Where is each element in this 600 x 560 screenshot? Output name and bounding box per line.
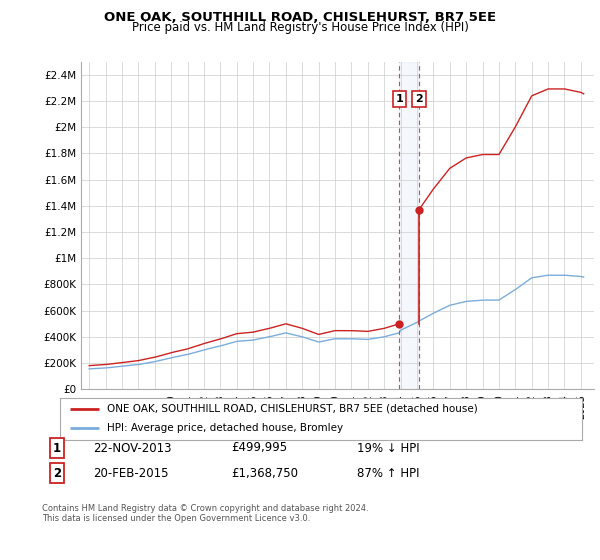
Text: Price paid vs. HM Land Registry's House Price Index (HPI): Price paid vs. HM Land Registry's House … xyxy=(131,21,469,34)
Text: HPI: Average price, detached house, Bromley: HPI: Average price, detached house, Brom… xyxy=(107,423,343,433)
Text: 1: 1 xyxy=(53,441,61,455)
Text: 2: 2 xyxy=(53,466,61,480)
Text: 22-NOV-2013: 22-NOV-2013 xyxy=(93,441,172,455)
Text: Contains HM Land Registry data © Crown copyright and database right 2024.: Contains HM Land Registry data © Crown c… xyxy=(42,504,368,513)
Text: 20-FEB-2015: 20-FEB-2015 xyxy=(93,466,169,480)
Text: ONE OAK, SOUTHHILL ROAD, CHISLEHURST, BR7 5EE: ONE OAK, SOUTHHILL ROAD, CHISLEHURST, BR… xyxy=(104,11,496,24)
Text: £1,368,750: £1,368,750 xyxy=(231,466,298,480)
Text: This data is licensed under the Open Government Licence v3.0.: This data is licensed under the Open Gov… xyxy=(42,514,310,523)
Text: 1: 1 xyxy=(395,94,403,104)
Text: £499,995: £499,995 xyxy=(231,441,287,455)
Bar xyxy=(399,62,419,389)
Text: 19% ↓ HPI: 19% ↓ HPI xyxy=(357,441,419,455)
Text: ONE OAK, SOUTHHILL ROAD, CHISLEHURST, BR7 5EE (detached house): ONE OAK, SOUTHHILL ROAD, CHISLEHURST, BR… xyxy=(107,404,478,414)
Text: 2: 2 xyxy=(415,94,423,104)
Text: 87% ↑ HPI: 87% ↑ HPI xyxy=(357,466,419,480)
